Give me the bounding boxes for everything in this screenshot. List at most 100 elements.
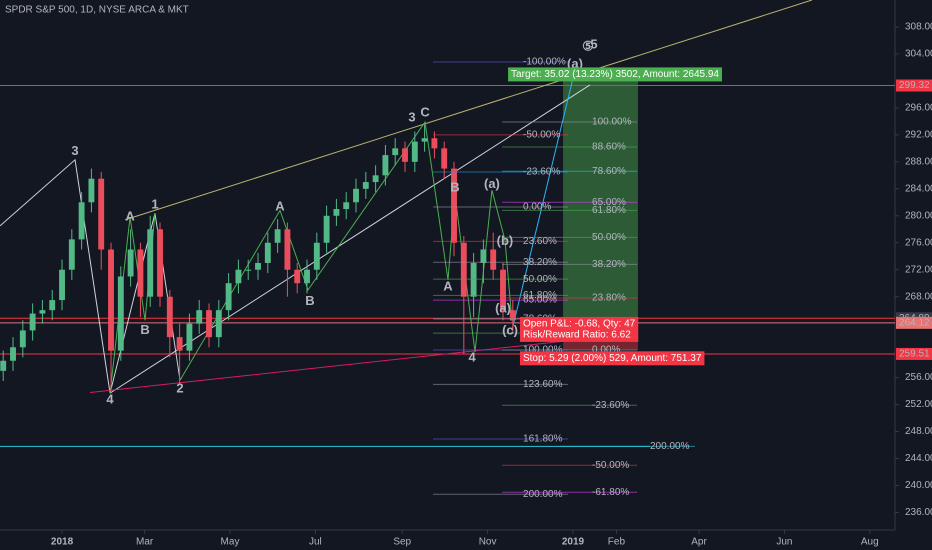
candle-body xyxy=(353,188,359,203)
price-label: 299.32 xyxy=(899,80,930,91)
candle-body xyxy=(274,229,281,243)
y-tick-label: 296.00 xyxy=(905,103,932,114)
candle-body xyxy=(284,229,291,270)
candle-body xyxy=(108,249,114,351)
order-box xyxy=(519,316,639,342)
wave-label: 3 xyxy=(71,143,78,158)
candle-body xyxy=(88,178,95,203)
wave-label: A xyxy=(443,279,453,294)
order-box-text: Open P&L: -0.68, Qty: 47 xyxy=(523,319,636,330)
candle-body xyxy=(333,209,340,216)
wave-label: (a) xyxy=(567,56,583,71)
fib-label: 0.00% xyxy=(592,345,620,356)
candle-body xyxy=(235,269,242,284)
candle-body xyxy=(304,269,310,284)
x-tick-label: Aug xyxy=(861,537,879,548)
y-tick-label: 280.00 xyxy=(905,210,932,221)
fib-label: -50.00% xyxy=(592,460,629,471)
fib-label: 50.00% xyxy=(592,232,626,243)
candle-body xyxy=(19,330,26,348)
x-tick-label: Mar xyxy=(136,537,154,548)
fib-label: -50.00% xyxy=(523,130,560,141)
y-tick-label: 248.00 xyxy=(905,426,932,437)
fib-label: 65.00% xyxy=(592,197,626,208)
fib-label: 23.80% xyxy=(592,293,626,304)
wave-label: (c) xyxy=(502,323,518,338)
fib-label: 123.60% xyxy=(523,379,563,390)
x-tick-label: Apr xyxy=(691,537,707,548)
x-tick-label: 2018 xyxy=(51,537,74,548)
candle-body xyxy=(294,269,301,284)
y-tick-label: 292.00 xyxy=(905,130,932,141)
candle-body xyxy=(147,229,154,297)
candle-body xyxy=(176,337,183,351)
candle-body xyxy=(441,148,448,169)
candle-body xyxy=(98,178,105,250)
fib-label: -23.60% xyxy=(592,400,629,411)
fib-label: 161.80% xyxy=(523,434,563,445)
fib-label: 200.00% xyxy=(650,441,690,452)
candle-body xyxy=(255,262,261,270)
y-tick-label: 308.00 xyxy=(905,22,932,33)
candle-body xyxy=(225,283,232,311)
candle-body xyxy=(157,229,163,297)
wave-label: 4 xyxy=(106,391,114,406)
x-tick-label: Jun xyxy=(776,537,792,548)
wave-label: 4 xyxy=(468,349,476,364)
wave-label: 1 xyxy=(151,196,158,211)
y-tick-label: 272.00 xyxy=(905,264,932,275)
candle-body xyxy=(215,310,222,338)
candle-body xyxy=(451,168,457,243)
price-label: 264.12 xyxy=(899,317,930,328)
wave-label: (b) xyxy=(497,233,514,248)
wave-label: B xyxy=(140,322,149,337)
fib-label: 65.00% xyxy=(523,295,557,306)
candle-body xyxy=(39,310,46,314)
wave-label: C xyxy=(420,105,430,120)
wave-label: ⑤ xyxy=(582,39,594,54)
fib-label: 61.80% xyxy=(592,205,626,216)
price-label-box xyxy=(896,347,932,360)
fib-label: -100.00% xyxy=(523,57,566,68)
candle-body xyxy=(480,249,487,263)
trend-line xyxy=(89,334,621,393)
trend-line xyxy=(511,70,576,331)
x-tick-label: Nov xyxy=(479,537,497,548)
wave-label: (a) xyxy=(495,300,511,315)
wave-label: A xyxy=(275,198,285,213)
x-tick-label: Feb xyxy=(608,537,626,548)
wave-label: 5 xyxy=(590,37,597,52)
x-tick-label: Sep xyxy=(393,537,411,548)
price-axis xyxy=(896,0,932,550)
candle-body xyxy=(59,269,65,301)
candle-body xyxy=(313,242,320,270)
x-tick-label: 2019 xyxy=(562,537,585,548)
fib-label: -23.60% xyxy=(523,167,560,178)
fib-label: 23.60% xyxy=(523,236,557,247)
candle-body xyxy=(431,138,438,149)
candle-body xyxy=(500,269,506,311)
x-tick-label: May xyxy=(221,537,240,548)
candle-body xyxy=(421,138,428,142)
y-tick-label: 276.00 xyxy=(905,237,932,248)
wave-label: B xyxy=(450,180,459,195)
candle-body xyxy=(68,239,75,270)
position-zone xyxy=(563,80,638,321)
fib-label: 0.00% xyxy=(523,202,551,213)
fib-label: 38.20% xyxy=(523,257,557,268)
wave-label: 2 xyxy=(176,381,183,396)
candle-body xyxy=(402,148,408,162)
candle-body xyxy=(264,242,271,263)
candle-body xyxy=(127,249,134,277)
candle-body xyxy=(117,276,124,351)
order-box-text: Target: 35.02 (13.23%) 3502, Amount: 264… xyxy=(511,69,719,80)
y-tick-label: 268.00 xyxy=(905,291,932,302)
candle-body xyxy=(460,242,467,297)
order-box-text: Risk/Reward Ratio: 6.62 xyxy=(523,330,631,341)
y-tick-label: 244.00 xyxy=(905,453,932,464)
candle-body xyxy=(362,182,369,189)
candle-body xyxy=(78,202,85,240)
candle-body xyxy=(470,262,477,297)
